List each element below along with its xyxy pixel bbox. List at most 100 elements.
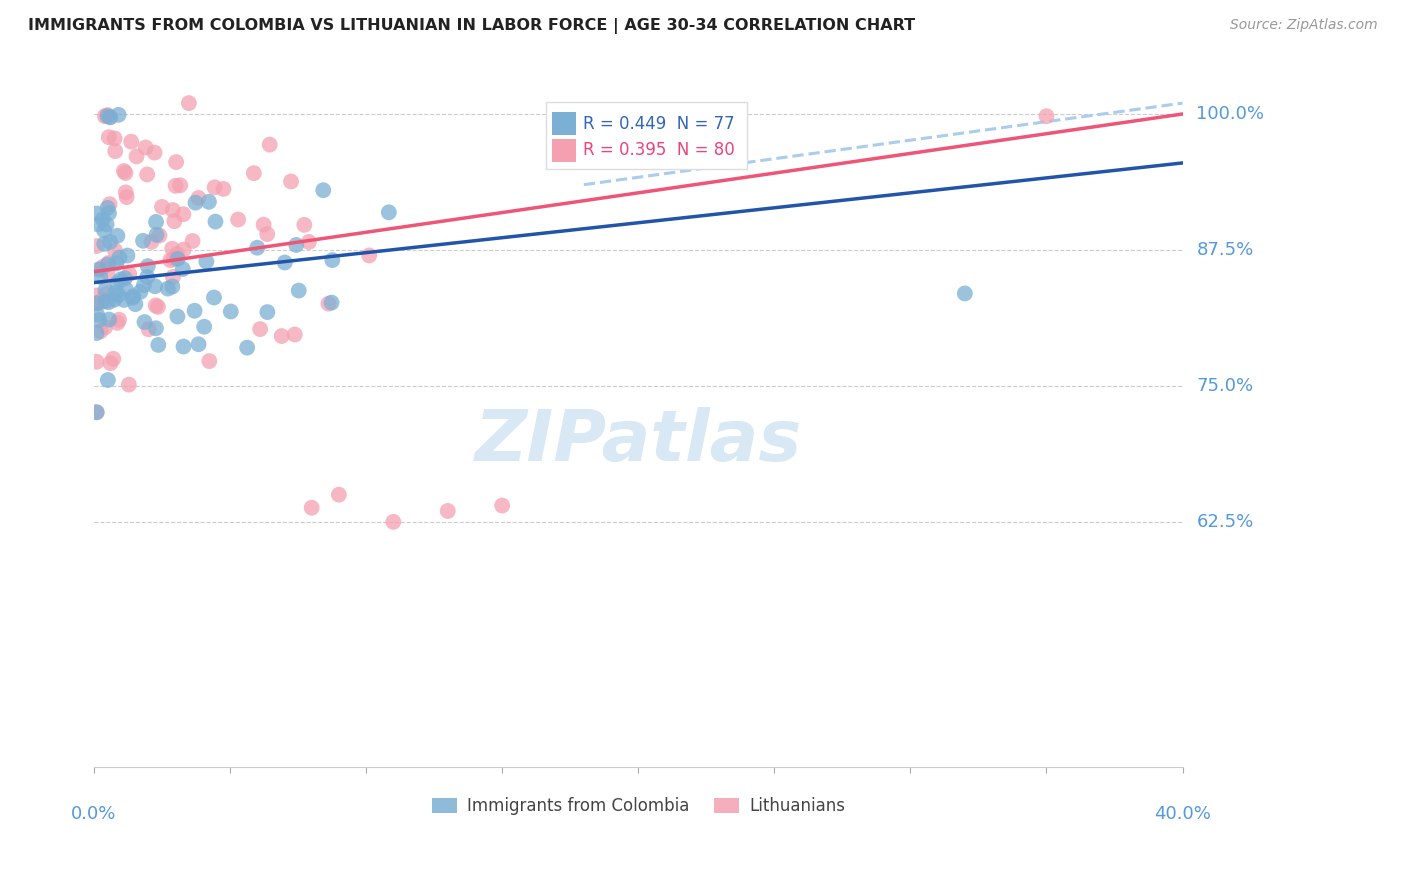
Point bbox=[91, 212, 114, 227]
Point bbox=[97, 373, 120, 387]
Point bbox=[169, 178, 191, 193]
Point bbox=[114, 186, 136, 200]
Text: ZIPatlas: ZIPatlas bbox=[475, 407, 801, 475]
Point bbox=[321, 295, 343, 310]
Point bbox=[93, 223, 115, 237]
Text: R = 0.395  N = 80: R = 0.395 N = 80 bbox=[582, 141, 734, 160]
Point bbox=[146, 300, 169, 314]
Point bbox=[117, 248, 139, 262]
Point bbox=[159, 253, 181, 268]
Point bbox=[97, 295, 120, 310]
Point bbox=[96, 218, 118, 232]
Point bbox=[103, 131, 125, 145]
Point bbox=[249, 322, 271, 336]
Point bbox=[86, 296, 108, 310]
Point bbox=[129, 285, 152, 299]
Point bbox=[280, 174, 302, 188]
Point bbox=[107, 228, 129, 243]
Point bbox=[285, 238, 308, 252]
Point bbox=[172, 207, 194, 221]
Point bbox=[491, 499, 513, 513]
Point bbox=[86, 355, 108, 369]
Point bbox=[301, 500, 323, 515]
Point bbox=[94, 109, 117, 123]
Point bbox=[156, 282, 179, 296]
Point bbox=[124, 297, 146, 311]
Point bbox=[173, 243, 195, 257]
Point bbox=[187, 337, 209, 351]
Point bbox=[143, 279, 166, 293]
Point bbox=[256, 227, 278, 241]
Point bbox=[162, 270, 184, 285]
Point bbox=[195, 254, 218, 268]
Point bbox=[98, 235, 121, 249]
FancyBboxPatch shape bbox=[553, 139, 576, 161]
Point bbox=[103, 351, 125, 366]
Point bbox=[259, 137, 281, 152]
Point bbox=[298, 235, 321, 249]
Point bbox=[97, 130, 120, 145]
Point bbox=[270, 329, 292, 343]
Point bbox=[219, 304, 242, 318]
Point bbox=[292, 218, 315, 232]
Text: 40.0%: 40.0% bbox=[1154, 805, 1211, 823]
Point bbox=[97, 256, 120, 270]
Point bbox=[97, 258, 120, 272]
Point bbox=[96, 266, 118, 280]
Point bbox=[145, 215, 167, 229]
Point bbox=[177, 96, 200, 111]
Point bbox=[378, 205, 401, 219]
FancyBboxPatch shape bbox=[553, 112, 576, 135]
Point bbox=[93, 236, 115, 251]
Point bbox=[148, 228, 170, 243]
Point bbox=[436, 504, 458, 518]
Point bbox=[165, 155, 187, 169]
Point bbox=[145, 321, 167, 335]
Text: IMMIGRANTS FROM COLOMBIA VS LITHUANIAN IN LABOR FORCE | AGE 30-34 CORRELATION CH: IMMIGRANTS FROM COLOMBIA VS LITHUANIAN I… bbox=[28, 18, 915, 34]
Point bbox=[252, 218, 274, 232]
Point bbox=[274, 255, 297, 269]
Point bbox=[87, 218, 110, 232]
Point bbox=[256, 305, 278, 319]
Point bbox=[204, 180, 226, 194]
Point bbox=[98, 110, 121, 124]
Point bbox=[97, 201, 120, 215]
Point bbox=[132, 234, 155, 248]
Point bbox=[107, 288, 129, 302]
Point bbox=[328, 488, 350, 502]
Point bbox=[104, 285, 127, 300]
Point bbox=[162, 279, 184, 293]
Point bbox=[184, 195, 207, 210]
Point bbox=[122, 289, 145, 303]
Point bbox=[138, 322, 160, 336]
Point bbox=[193, 319, 215, 334]
Point bbox=[141, 235, 163, 249]
Point bbox=[98, 312, 121, 326]
Point bbox=[89, 313, 111, 327]
Point bbox=[382, 515, 405, 529]
Text: R = 0.449  N = 77: R = 0.449 N = 77 bbox=[582, 114, 734, 133]
Point bbox=[162, 202, 184, 217]
Point bbox=[953, 286, 976, 301]
Text: 75.0%: 75.0% bbox=[1197, 377, 1254, 395]
Point bbox=[143, 145, 166, 160]
Point bbox=[173, 340, 195, 354]
Text: 100.0%: 100.0% bbox=[1197, 105, 1264, 123]
Point bbox=[1035, 109, 1057, 123]
Point bbox=[359, 248, 381, 262]
FancyBboxPatch shape bbox=[546, 102, 747, 169]
Point bbox=[243, 166, 266, 180]
Point bbox=[98, 206, 121, 220]
Point bbox=[86, 296, 108, 310]
Point bbox=[202, 291, 225, 305]
Point bbox=[114, 271, 136, 285]
Point bbox=[287, 284, 309, 298]
Point bbox=[105, 276, 128, 290]
Point bbox=[112, 293, 135, 307]
Point bbox=[236, 341, 259, 355]
Point bbox=[187, 191, 209, 205]
Point bbox=[86, 308, 108, 322]
Point bbox=[166, 310, 188, 324]
Point bbox=[108, 251, 131, 265]
Point bbox=[226, 212, 249, 227]
